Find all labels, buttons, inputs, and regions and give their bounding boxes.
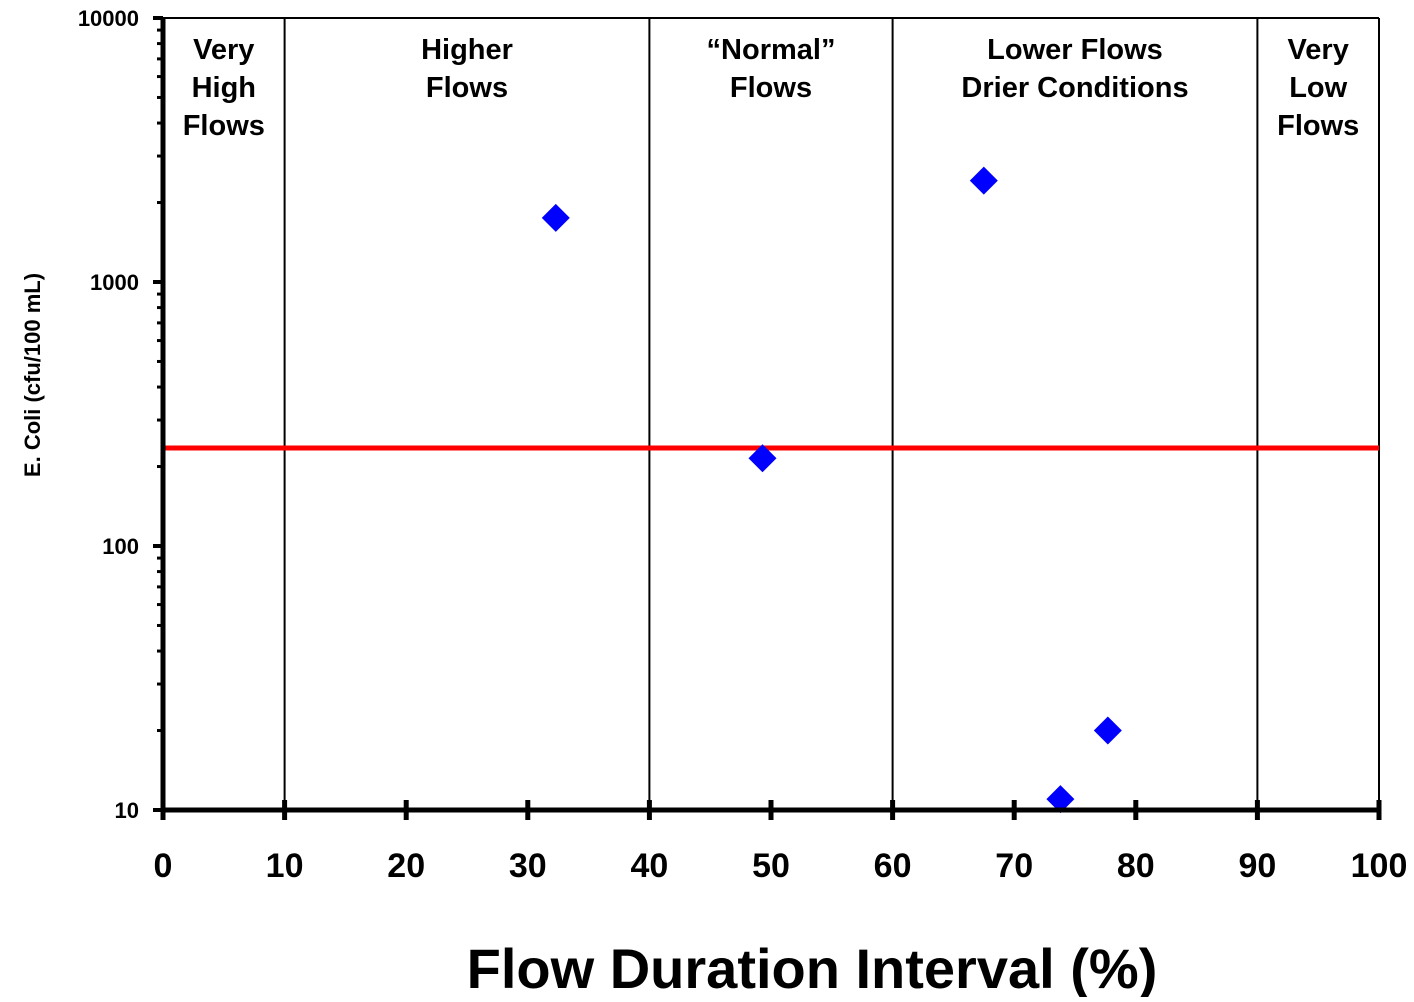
y-tick-label: 10	[115, 798, 139, 823]
x-tick-label: 90	[1238, 847, 1276, 885]
zone-label-line: Very	[193, 34, 254, 66]
zone-label-line: High	[192, 72, 256, 104]
y-tick-label: 10000	[78, 6, 139, 31]
y-tick-label: 1000	[90, 270, 139, 295]
x-tick-label: 10	[266, 847, 304, 885]
data-point	[1046, 785, 1075, 814]
data-point	[541, 203, 570, 232]
y-tick-label: 100	[102, 534, 139, 559]
zone-label: Very Low Flows	[1277, 34, 1359, 142]
data-point	[748, 444, 777, 473]
zone-label-line: Lower Flows	[987, 34, 1163, 66]
zone-layer: Very High Flows Higher Flows “Normal” Flows Low…	[163, 17, 1380, 810]
zone-label: Higher Flows	[421, 34, 513, 104]
zone-label: “Normal” Flows	[707, 34, 836, 104]
zone-label-line: Flows	[730, 72, 812, 104]
y-axis-label: E. Coli (cfu/100 mL)	[20, 273, 45, 477]
zone-label-line: Low	[1289, 72, 1347, 104]
zone-label-line: Flows	[426, 72, 508, 104]
zone-label-line: Very	[1288, 34, 1349, 66]
zone-label-line: “Normal”	[707, 34, 836, 66]
x-tick-label: 30	[509, 847, 547, 885]
x-tick-label: 20	[387, 847, 425, 885]
axes-layer: 0 10 20 30 40 50 60 70 80 90 100 10 100 1000 10000	[78, 6, 1408, 885]
data-point-layer	[541, 166, 1122, 814]
zone-label: Very High Flows	[183, 34, 265, 142]
x-tick-label: 0	[154, 847, 173, 885]
x-tick-label: 50	[752, 847, 790, 885]
zone-label-line: Higher	[421, 34, 513, 66]
data-point	[1093, 716, 1122, 745]
x-tick-label: 40	[630, 847, 668, 885]
x-tick-label: 60	[874, 847, 912, 885]
x-tick-label: 70	[995, 847, 1033, 885]
x-tick-label: 80	[1117, 847, 1155, 885]
x-tick-label: 100	[1351, 847, 1408, 885]
x-axis-label: Flow Duration Interval (%)	[467, 937, 1158, 997]
zone-label-line: Drier Conditions	[961, 72, 1188, 104]
data-point	[969, 166, 998, 195]
zone-label: Lower Flows Drier Conditions	[961, 34, 1188, 104]
zone-label-line: Flows	[183, 110, 265, 142]
zone-label-line: Flows	[1277, 110, 1359, 142]
